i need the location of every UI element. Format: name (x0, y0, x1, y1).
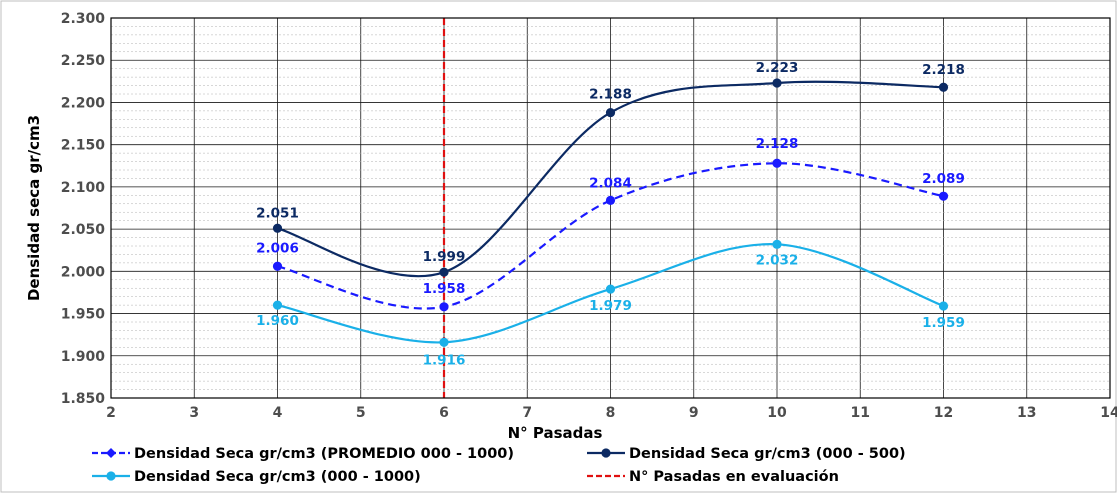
data-point-series-3 (938, 301, 949, 311)
x-tick-label: 3 (189, 405, 199, 421)
x-tick-label: 2 (106, 405, 116, 421)
data-point-series-2 (772, 78, 782, 88)
data-label-series-3: 1.979 (589, 298, 632, 314)
x-tick-label: 13 (1017, 405, 1036, 421)
x-tick-label: 6 (439, 405, 449, 421)
data-label-series-2: 2.218 (922, 62, 965, 78)
data-point-series-1 (272, 261, 283, 271)
y-tick-label: 2.200 (61, 95, 106, 111)
x-tick-labels: 2 3 4 5 6 7 8 9 10 11 12 13 14 (106, 405, 1117, 421)
data-point-series-1 (938, 191, 949, 201)
x-axis-title: N° Pasadas (508, 424, 603, 442)
data-point-series-2 (439, 267, 449, 277)
x-tick-label: 4 (273, 405, 283, 421)
data-label-series-1: 2.084 (589, 175, 632, 191)
series-line-1 (277, 162, 944, 310)
legend-label-4: N° Pasadas en evaluación (629, 469, 839, 485)
legend: Densidad Seca gr/cm3 (PROMEDIO 000 - 100… (92, 446, 906, 485)
y-tick-labels: 1.850 1.900 1.950 2.000 2.050 2.100 2.150 2.200… (61, 11, 106, 407)
x-tick-label: 11 (851, 405, 870, 421)
data-point-series-2 (938, 82, 949, 92)
y-tick-label: 1.900 (61, 349, 106, 365)
data-labels: 2.006 1.958 2.084 2.128 2.089 2.051 1.999 2.188… (256, 60, 965, 368)
data-point-series-1 (605, 195, 616, 205)
data-point-series-3 (272, 300, 283, 310)
data-label-series-3: 1.959 (922, 315, 965, 331)
data-point-series-2 (605, 107, 616, 118)
data-label-series-2: 2.223 (756, 60, 799, 76)
y-axis-title: Densidad seca gr/cm3 (25, 115, 43, 301)
data-label-series-1: 2.006 (256, 240, 299, 256)
data-point-series-1 (772, 158, 782, 168)
data-point-series-3 (605, 284, 616, 294)
legend-label-2: Densidad Seca gr/cm3 (000 - 500) (629, 446, 906, 462)
legend-marker-3 (106, 471, 116, 481)
data-label-series-2: 1.999 (423, 249, 466, 265)
data-label-series-3: 1.960 (256, 313, 299, 329)
x-tick-label: 8 (606, 405, 616, 421)
y-tick-label: 1.950 (61, 307, 106, 323)
series-group (272, 78, 949, 347)
data-label-series-2: 2.188 (589, 87, 632, 103)
data-label-series-1: 2.089 (922, 171, 965, 187)
y-tick-label: 2.050 (61, 222, 106, 238)
x-tick-label: 5 (356, 405, 366, 421)
series-line-2 (277, 80, 944, 278)
y-tick-label: 2.250 (61, 53, 106, 69)
y-tick-label: 2.100 (61, 180, 106, 196)
data-label-series-2: 2.051 (256, 205, 299, 221)
y-tick-label: 1.850 (61, 391, 106, 407)
data-label-series-1: 1.958 (423, 281, 466, 297)
x-tick-label: 12 (934, 405, 953, 421)
x-tick-label: 9 (689, 405, 699, 421)
legend-label-3: Densidad Seca gr/cm3 (000 - 1000) (134, 469, 421, 485)
x-tick-label: 14 (1100, 405, 1117, 421)
legend-label-1: Densidad Seca gr/cm3 (PROMEDIO 000 - 100… (134, 446, 514, 462)
plot-border (110, 17, 1111, 399)
legend-marker-2 (601, 448, 611, 458)
y-tick-label: 2.300 (61, 11, 106, 27)
data-point-series-2 (272, 223, 283, 233)
data-label-series-3: 1.916 (423, 352, 466, 368)
x-tick-label: 10 (767, 405, 787, 421)
data-label-series-1: 2.128 (756, 136, 799, 152)
data-point-series-3 (772, 239, 782, 249)
y-tick-label: 2.000 (61, 264, 106, 280)
data-label-series-3: 2.032 (756, 252, 799, 268)
x-tick-label: 7 (522, 405, 532, 421)
legend-marker-1 (106, 448, 116, 458)
y-tick-label: 2.150 (61, 138, 106, 154)
data-point-series-1 (439, 302, 449, 312)
data-point-series-3 (439, 337, 449, 347)
